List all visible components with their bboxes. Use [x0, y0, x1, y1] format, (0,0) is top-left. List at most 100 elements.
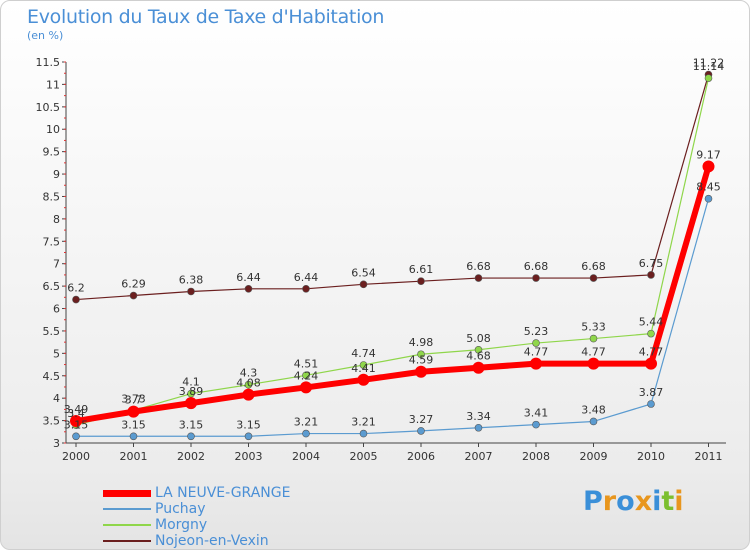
data-label: 3.15: [179, 418, 204, 431]
data-label: 6.2: [67, 282, 85, 295]
legend-item: Puchay: [103, 501, 403, 517]
data-label: 3.21: [351, 416, 376, 429]
y-tick-label: 9: [53, 168, 60, 181]
data-point: [127, 405, 140, 418]
data-point: [589, 417, 598, 426]
x-tick-label: 2004: [292, 450, 320, 463]
data-point: [129, 432, 138, 441]
y-tick-label: 10: [46, 123, 60, 136]
data-label: 5.33: [581, 321, 606, 334]
data-point: [359, 361, 368, 369]
logo-letter: i: [652, 486, 662, 517]
data-label: 5.44: [639, 316, 664, 329]
logo-letter: o: [616, 486, 635, 517]
legend-item: LA NEUVE-GRANGE: [103, 485, 403, 501]
y-tick-label: 4.5: [43, 370, 61, 383]
y-tick-label: 8: [53, 213, 60, 226]
data-label: 4.51: [294, 357, 319, 370]
data-point: [704, 74, 713, 82]
x-tick-label: 2006: [407, 450, 435, 463]
data-label: 4.3: [240, 367, 258, 380]
data-label: 3.21: [294, 416, 319, 429]
data-point: [474, 274, 483, 282]
y-tick-label: 9.5: [43, 146, 61, 159]
data-label: 4.41: [351, 362, 376, 375]
data-point: [244, 380, 253, 389]
y-tick-label: 5.5: [43, 325, 61, 338]
data-point: [415, 365, 427, 378]
data-point: [647, 400, 655, 408]
x-tick-label: 2001: [120, 450, 148, 463]
data-point: [244, 432, 253, 441]
legend-item: Nojeon-en-Vexin: [103, 533, 403, 549]
data-label: 4.68: [466, 350, 491, 363]
data-point: [300, 381, 312, 394]
data-label: 3.48: [581, 403, 606, 416]
data-point: [129, 291, 138, 300]
data-point: [185, 397, 197, 410]
data-label: 4.77: [524, 346, 549, 359]
data-point: [647, 271, 655, 279]
data-label: 3.27: [409, 413, 434, 426]
data-point: [589, 334, 598, 343]
data-label: 9.17: [696, 148, 721, 161]
data-label: 3.49: [64, 403, 89, 416]
data-point: [244, 285, 253, 293]
legend-swatch: [103, 508, 151, 510]
data-label: 4.98: [409, 336, 434, 349]
y-tick-label: 6: [53, 303, 60, 316]
data-label: 6.75: [639, 257, 664, 270]
data-label: 4.59: [409, 354, 434, 367]
data-label: 6.68: [466, 260, 491, 273]
data-point: [587, 357, 600, 370]
legend-swatch: [103, 524, 151, 526]
y-tick-label: 7: [53, 258, 60, 271]
data-label: 3.89: [179, 385, 204, 398]
logo-letter: P: [583, 486, 603, 517]
y-tick-label: 3: [53, 437, 60, 450]
x-tick-label: 2011: [695, 450, 723, 463]
logo-letter: t: [661, 486, 675, 517]
data-point: [72, 432, 80, 441]
data-point: [359, 280, 368, 289]
data-label: 6.29: [121, 278, 146, 291]
y-tick-label: 11.5: [36, 56, 61, 69]
legend-swatch: [103, 489, 151, 497]
y-tick-label: 3.5: [43, 415, 61, 428]
y-tick-label: 5: [53, 347, 60, 360]
data-point: [417, 350, 425, 359]
chart-legend: LA NEUVE-GRANGE Puchay Morgny Nojeon-en-…: [103, 485, 403, 549]
data-point: [359, 429, 368, 438]
data-label: 6.44: [294, 271, 319, 284]
data-point: [302, 285, 310, 293]
x-tick-label: 2002: [177, 450, 205, 463]
legend-swatch: [103, 540, 151, 542]
data-point: [702, 160, 715, 173]
data-label: 3.41: [524, 407, 549, 420]
y-tick-label: 10.5: [36, 101, 61, 114]
data-label: 6.38: [179, 273, 204, 286]
x-tick-label: 2008: [522, 450, 550, 463]
data-label: 4.08: [236, 377, 261, 390]
data-point: [530, 357, 542, 370]
data-point: [72, 295, 80, 304]
data-point: [474, 345, 483, 354]
data-point: [187, 287, 195, 296]
data-label: 8.45: [696, 181, 721, 194]
x-tick-label: 2007: [465, 450, 493, 463]
data-label: 5.23: [524, 325, 549, 338]
series-line: [76, 198, 710, 437]
data-label: 4.1: [182, 376, 200, 389]
data-label: 4.24: [294, 369, 319, 382]
data-point: [302, 371, 310, 380]
legend-label: Nojeon-en-Vexin: [155, 533, 269, 549]
y-tick-label: 4: [53, 392, 60, 405]
chart-subtitle: (en %): [27, 29, 64, 42]
data-label: 4.77: [639, 346, 664, 359]
data-point: [357, 373, 370, 386]
logo-letter: r: [602, 486, 617, 517]
data-label: 11.22: [693, 57, 725, 70]
x-tick-label: 2005: [350, 450, 378, 463]
data-point: [589, 274, 598, 282]
